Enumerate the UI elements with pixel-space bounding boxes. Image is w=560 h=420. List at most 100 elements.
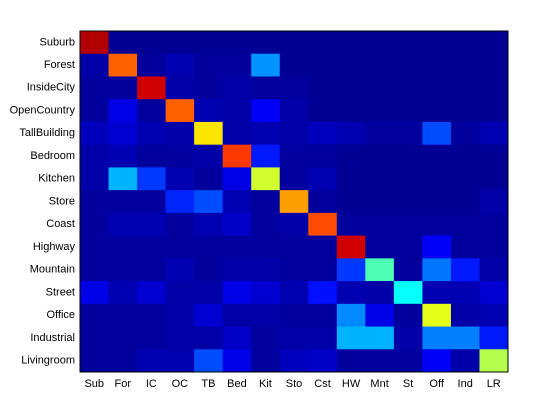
heatmap-cell (137, 258, 167, 282)
heatmap-cell (336, 281, 366, 305)
heatmap-cell (165, 258, 195, 282)
heatmap-cell (279, 144, 309, 168)
heatmap-cell (422, 99, 452, 123)
heatmap-cell (137, 349, 167, 373)
heatmap-cell (336, 212, 366, 237)
heatmap-cell (393, 76, 423, 100)
heatmap-cell (137, 99, 167, 123)
heatmap-cell (137, 144, 167, 168)
heatmap-cell (365, 212, 395, 237)
x-tick-label: Cst (314, 378, 331, 390)
heatmap-cell (222, 167, 252, 191)
heatmap-cell (222, 76, 252, 100)
heatmap-cell (222, 31, 252, 55)
heatmap-cell (108, 190, 138, 214)
heatmap-cell (165, 31, 195, 55)
heatmap-cell (365, 303, 395, 328)
heatmap-cell (422, 326, 452, 350)
heatmap-cell (165, 76, 195, 100)
heatmap-cell (194, 212, 224, 237)
heatmap-cell (194, 190, 224, 214)
x-tick-label: Off (429, 378, 444, 390)
heatmap-cell (137, 76, 167, 100)
heatmap-cell (108, 121, 138, 146)
heatmap-cell (80, 76, 110, 100)
heatmap-cell (479, 144, 509, 168)
heatmap-cell (137, 303, 167, 328)
y-tick-label: Store (49, 195, 75, 207)
x-tick-label: Kit (259, 378, 272, 390)
heatmap-cell (222, 349, 252, 373)
heatmap-cell (80, 121, 110, 146)
heatmap-cell (336, 31, 366, 55)
heatmap-cell (393, 167, 423, 191)
heatmap-cell (365, 349, 395, 373)
heatmap-cell (393, 190, 423, 214)
y-tick-label: OpenCountry (10, 104, 76, 116)
heatmap-cell (80, 144, 110, 168)
heatmap-cell (450, 99, 480, 123)
heatmap-cell (479, 326, 509, 350)
heatmap-cell (108, 235, 138, 259)
heatmap-cell (279, 31, 309, 55)
heatmap-cell (194, 235, 224, 259)
heatmap-cell (279, 99, 309, 123)
y-tick-label: TallBuilding (19, 127, 75, 139)
y-tick-label: Forest (44, 59, 75, 71)
heatmap-cell (194, 167, 224, 191)
heatmap-cell (308, 326, 338, 350)
heatmap-cell (194, 281, 224, 305)
heatmap-cell (393, 53, 423, 77)
heatmap-cell (251, 53, 281, 77)
heatmap-cell (222, 99, 252, 123)
heatmap-cell (222, 258, 252, 282)
heatmap-cell (194, 76, 224, 100)
heatmap-cell (393, 144, 423, 168)
heatmap-cell (251, 31, 281, 55)
heatmap-cell (80, 303, 110, 328)
heatmap-cell (336, 53, 366, 77)
heatmap-cell (108, 144, 138, 168)
heatmap-cell (308, 258, 338, 282)
heatmap-cell (108, 167, 138, 191)
x-tick-label: Sto (286, 378, 303, 390)
heatmap-cell (251, 99, 281, 123)
y-tick-label: InsideCity (27, 82, 76, 94)
heatmap-cell (365, 258, 395, 282)
heatmap-cell (308, 212, 338, 237)
y-tick-label: Mountain (30, 264, 75, 276)
heatmap-cell (222, 212, 252, 237)
heatmap-cell (80, 31, 110, 55)
heatmap-cell (165, 53, 195, 77)
heatmap-cell (251, 235, 281, 259)
heatmap-cell (251, 212, 281, 237)
x-tick-label: Mnt (370, 378, 388, 390)
heatmap-cell (422, 76, 452, 100)
heatmap-cell (222, 53, 252, 77)
y-tick-label: Livingroom (21, 355, 75, 367)
heatmap-cell (80, 326, 110, 350)
heatmap-cell (80, 235, 110, 259)
heatmap-cell (308, 76, 338, 100)
heatmap-cell (279, 76, 309, 100)
heatmap-cell (393, 31, 423, 55)
heatmap-cell (279, 281, 309, 305)
heatmap-cell (365, 326, 395, 350)
x-tick-label: For (115, 378, 132, 390)
heatmap-cell (336, 235, 366, 259)
y-tick-label: Kitchen (38, 173, 75, 185)
heatmap-cell (422, 235, 452, 259)
heatmap-cell (137, 326, 167, 350)
heatmap-cell (365, 144, 395, 168)
heatmap-cell (279, 212, 309, 237)
heatmap-cell (308, 303, 338, 328)
heatmap-cell (137, 53, 167, 77)
heatmap-cell (450, 190, 480, 214)
heatmap-cell (194, 121, 224, 146)
heatmap-cell (251, 167, 281, 191)
heatmap-cell (279, 326, 309, 350)
heatmap-cell (393, 121, 423, 146)
heatmap-cell (165, 235, 195, 259)
heatmap-cell (422, 121, 452, 146)
heatmap-cell (194, 349, 224, 373)
